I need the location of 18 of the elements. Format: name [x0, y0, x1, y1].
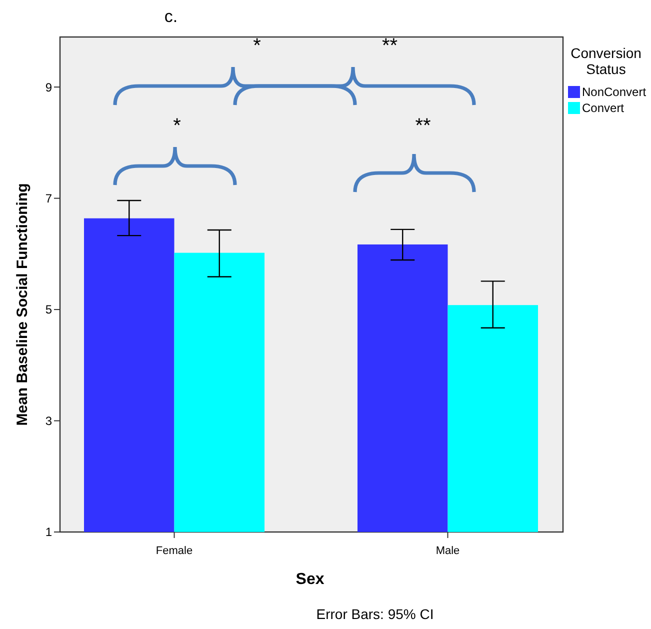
x-tick-label: Female: [156, 545, 193, 557]
chart-title: c.: [164, 7, 178, 26]
y-tick-label: 3: [45, 414, 52, 428]
annotation: *: [253, 35, 262, 57]
legend-title: Conversion Status: [570, 45, 642, 78]
y-tick-label: 7: [45, 191, 52, 206]
y-tick-label: 1: [45, 525, 52, 540]
text: Error Bars: 95% CI: [316, 606, 434, 622]
legend-label: NonConvert: [582, 85, 647, 100]
legend-label: Convert: [582, 101, 625, 116]
x-tick-label: Male: [436, 545, 460, 557]
annotation: **: [382, 35, 398, 57]
x-axis-title: Sex: [296, 571, 324, 588]
annotation: **: [415, 115, 431, 137]
y-tick-label: 9: [45, 80, 52, 94]
annotation: *: [173, 115, 182, 137]
y-tick-label: 5: [45, 302, 52, 317]
y-axis-title: Mean Baseline Social Functioning: [14, 183, 31, 426]
